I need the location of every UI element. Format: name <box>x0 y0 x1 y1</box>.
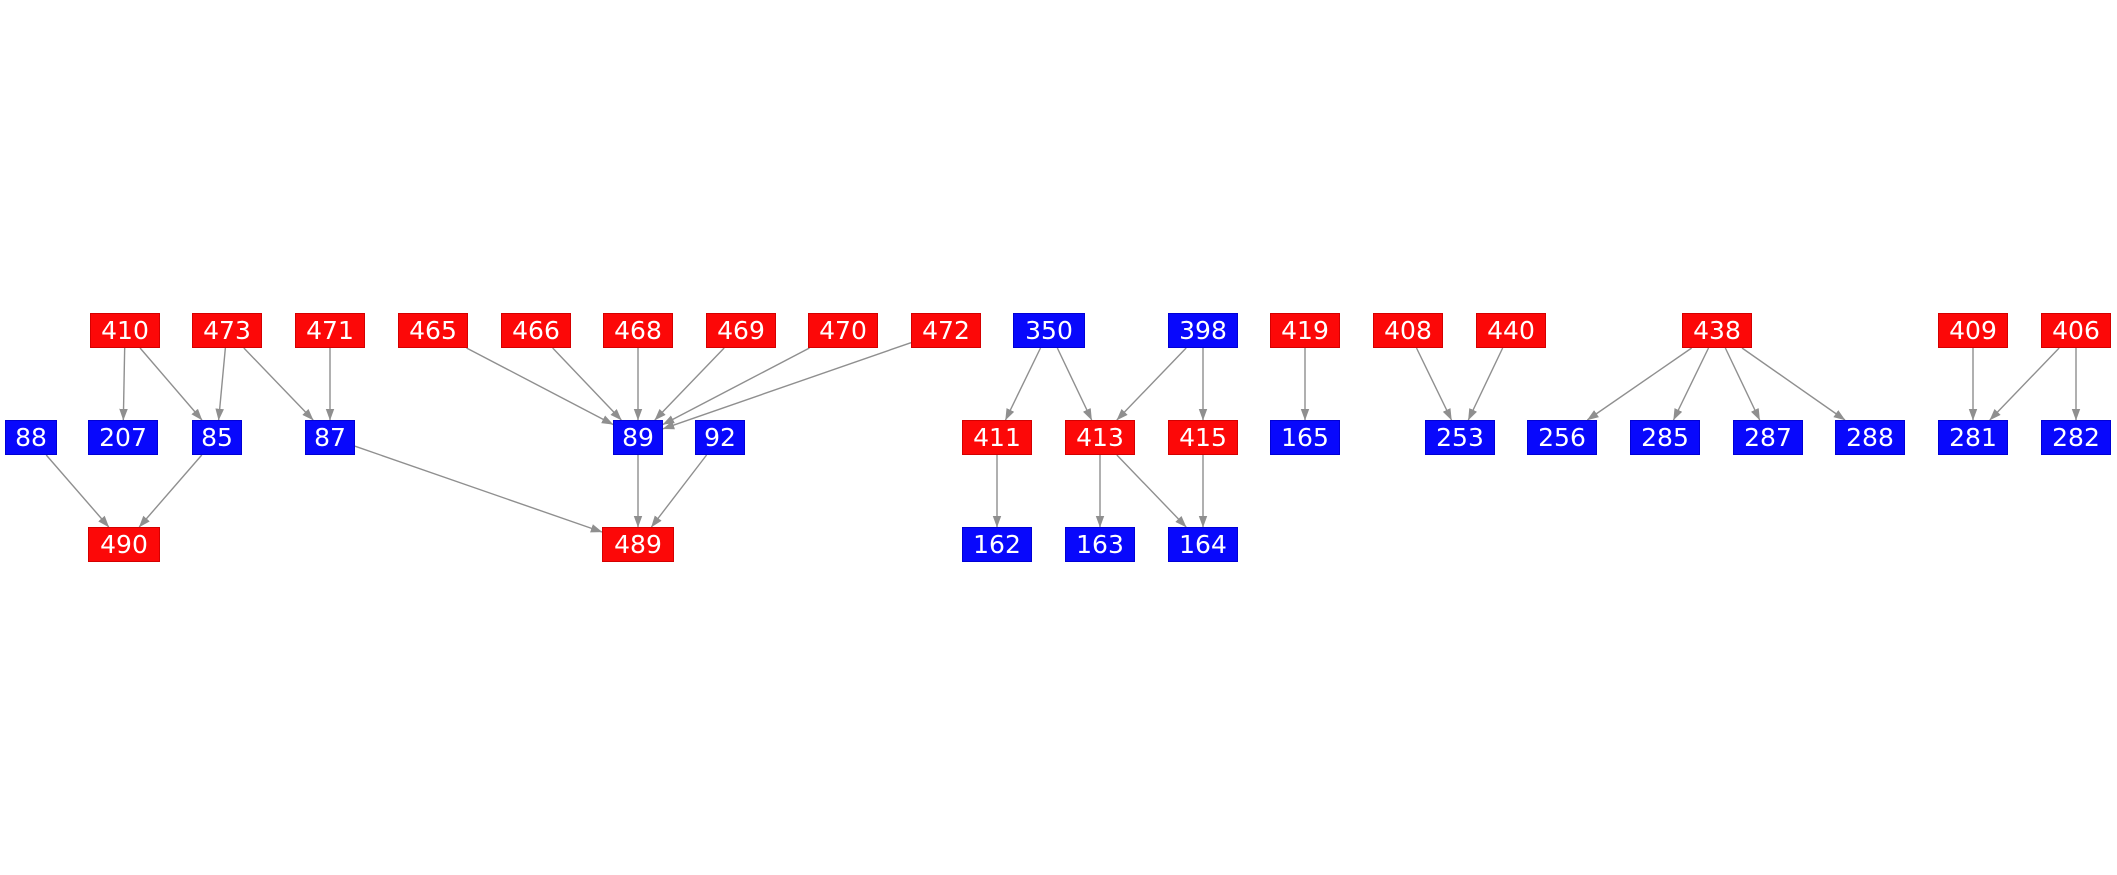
graph-node-85: 85 <box>192 420 242 455</box>
graph-node-409: 409 <box>1938 313 2008 348</box>
graph-node-164: 164 <box>1168 527 1238 562</box>
edge-410-207 <box>119 347 128 421</box>
graph-node-410: 410 <box>90 313 160 348</box>
graph-node-419: 419 <box>1270 313 1340 348</box>
graph-node-470: 470 <box>808 313 878 348</box>
edge-85-490 <box>138 454 203 528</box>
edge-92-489 <box>650 454 708 528</box>
edge-398-413 <box>1116 347 1187 421</box>
graph-node-256: 256 <box>1527 420 1597 455</box>
graph-node-207: 207 <box>88 420 158 455</box>
edge-438-256 <box>1586 347 1693 421</box>
edge-410-85 <box>139 347 203 421</box>
graph-node-466: 466 <box>501 313 571 348</box>
edge-440-253 <box>1467 347 1504 421</box>
graph-node-469: 469 <box>706 313 776 348</box>
graph-node-471: 471 <box>295 313 365 348</box>
edge-413-164 <box>1116 454 1187 528</box>
graph-node-281: 281 <box>1938 420 2008 455</box>
edge-438-288 <box>1741 347 1846 421</box>
graph-node-489: 489 <box>602 527 674 562</box>
graph-node-398: 398 <box>1168 313 1238 348</box>
graph-node-473: 473 <box>192 313 262 348</box>
graph-node-162: 162 <box>962 527 1032 562</box>
edge-438-287 <box>1724 347 1761 421</box>
edge-473-87 <box>243 347 314 421</box>
edge-350-413 <box>1056 347 1093 421</box>
graph-node-472: 472 <box>911 313 981 348</box>
edge-470-89 <box>662 347 810 426</box>
edge-469-89 <box>654 347 725 421</box>
graph-node-92: 92 <box>695 420 745 455</box>
graph-node-465: 465 <box>398 313 468 348</box>
edge-473-85 <box>215 347 227 421</box>
graph-node-468: 468 <box>603 313 673 348</box>
graph-node-253: 253 <box>1425 420 1495 455</box>
graph-node-440: 440 <box>1476 313 1546 348</box>
edge-465-89 <box>466 347 614 426</box>
graph-node-288: 288 <box>1835 420 1905 455</box>
graph-node-413: 413 <box>1065 420 1135 455</box>
graph-node-411: 411 <box>962 420 1032 455</box>
graph-node-87: 87 <box>305 420 355 455</box>
graph-node-408: 408 <box>1373 313 1443 348</box>
graph-node-438: 438 <box>1682 313 1752 348</box>
edge-406-281 <box>1989 347 2060 421</box>
graph-node-350: 350 <box>1013 313 1085 348</box>
edge-87-489 <box>354 445 603 533</box>
graph-node-165: 165 <box>1270 420 1340 455</box>
edge-472-89 <box>662 341 912 430</box>
graph-node-282: 282 <box>2041 420 2111 455</box>
graph-node-406: 406 <box>2041 313 2111 348</box>
edge-350-411 <box>1004 347 1042 421</box>
graph-node-415: 415 <box>1168 420 1238 455</box>
graph-node-287: 287 <box>1733 420 1803 455</box>
edge-88-490 <box>45 454 110 528</box>
edge-466-89 <box>552 347 622 421</box>
edge-408-253 <box>1415 347 1453 421</box>
graph-node-89: 89 <box>613 420 663 455</box>
graph-node-88: 88 <box>5 420 57 455</box>
edge-438-285 <box>1672 347 1710 421</box>
graph-node-490: 490 <box>88 527 160 562</box>
graph-node-163: 163 <box>1065 527 1135 562</box>
graph-node-285: 285 <box>1630 420 1700 455</box>
